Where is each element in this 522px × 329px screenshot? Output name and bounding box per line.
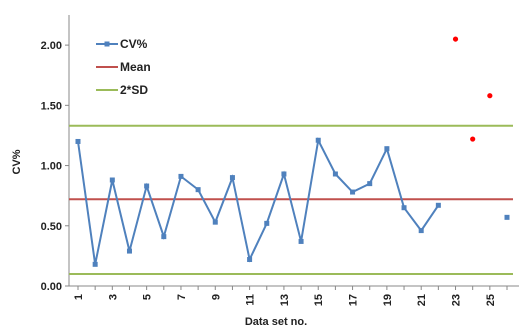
cv-point bbox=[126, 248, 132, 254]
legend-label: CV% bbox=[120, 37, 148, 51]
y-tick-label: 1.50 bbox=[41, 100, 62, 112]
cv-point bbox=[229, 175, 235, 181]
x-tick-label: 7 bbox=[176, 294, 188, 300]
x-tick-label: 21 bbox=[416, 294, 428, 306]
y-tick-label: 2.00 bbox=[41, 40, 62, 52]
cv-point bbox=[109, 177, 115, 183]
cv-point bbox=[92, 261, 98, 267]
x-tick-label: 3 bbox=[107, 294, 119, 300]
x-tick-label: 11 bbox=[245, 294, 257, 306]
x-tick-label: 19 bbox=[382, 294, 394, 306]
x-axis-title: Data set no. bbox=[245, 316, 307, 328]
x-tick-label: 1 bbox=[73, 294, 85, 300]
legend-label: 2*SD bbox=[120, 83, 148, 97]
outlier-point bbox=[470, 136, 476, 142]
x-tick-label: 9 bbox=[210, 294, 222, 300]
tick-labels: 0.000.501.001.502.001 3 5 7 9 11 13 15 17 19 21 23 2… bbox=[41, 40, 497, 306]
series-layer bbox=[75, 36, 510, 267]
cv-point bbox=[332, 171, 338, 177]
cv-point bbox=[315, 137, 321, 143]
cv-point bbox=[75, 138, 81, 144]
cv-point bbox=[264, 220, 270, 226]
cv-point bbox=[367, 181, 373, 187]
y-axis-title: CV% bbox=[11, 149, 23, 174]
y-tick-label: 0.50 bbox=[41, 221, 62, 233]
x-tick-label: 5 bbox=[142, 294, 154, 300]
outlier-point bbox=[452, 36, 459, 42]
cv-point bbox=[212, 219, 218, 225]
x-tick-label: 25 bbox=[485, 294, 497, 306]
cv-point bbox=[195, 187, 201, 193]
cv-point bbox=[247, 257, 253, 263]
cv-point bbox=[281, 171, 287, 177]
cv-extra-point bbox=[504, 214, 510, 220]
y-tick-label: 1.00 bbox=[41, 161, 62, 173]
x-tick-label: 15 bbox=[313, 294, 325, 306]
legend-label: Mean bbox=[120, 60, 151, 74]
y-tick-label: 0.00 bbox=[41, 281, 62, 293]
cv-point bbox=[401, 205, 407, 211]
cv-point bbox=[384, 146, 390, 152]
x-tick-label: 23 bbox=[451, 294, 463, 306]
cv-point bbox=[418, 228, 424, 234]
cv-point bbox=[435, 202, 441, 208]
cv-point bbox=[298, 238, 304, 244]
cv-point bbox=[350, 189, 356, 195]
cv-point bbox=[144, 183, 150, 189]
outlier-point bbox=[487, 93, 493, 99]
axes bbox=[65, 15, 519, 290]
cv-point bbox=[161, 234, 167, 240]
x-tick-label: 13 bbox=[279, 294, 291, 306]
cv-point bbox=[178, 173, 184, 179]
x-tick-label: 17 bbox=[348, 294, 360, 306]
cv-series-line bbox=[77, 137, 440, 265]
legend: CV% Mean 2*SD bbox=[96, 37, 151, 97]
legend-marker bbox=[104, 41, 110, 47]
